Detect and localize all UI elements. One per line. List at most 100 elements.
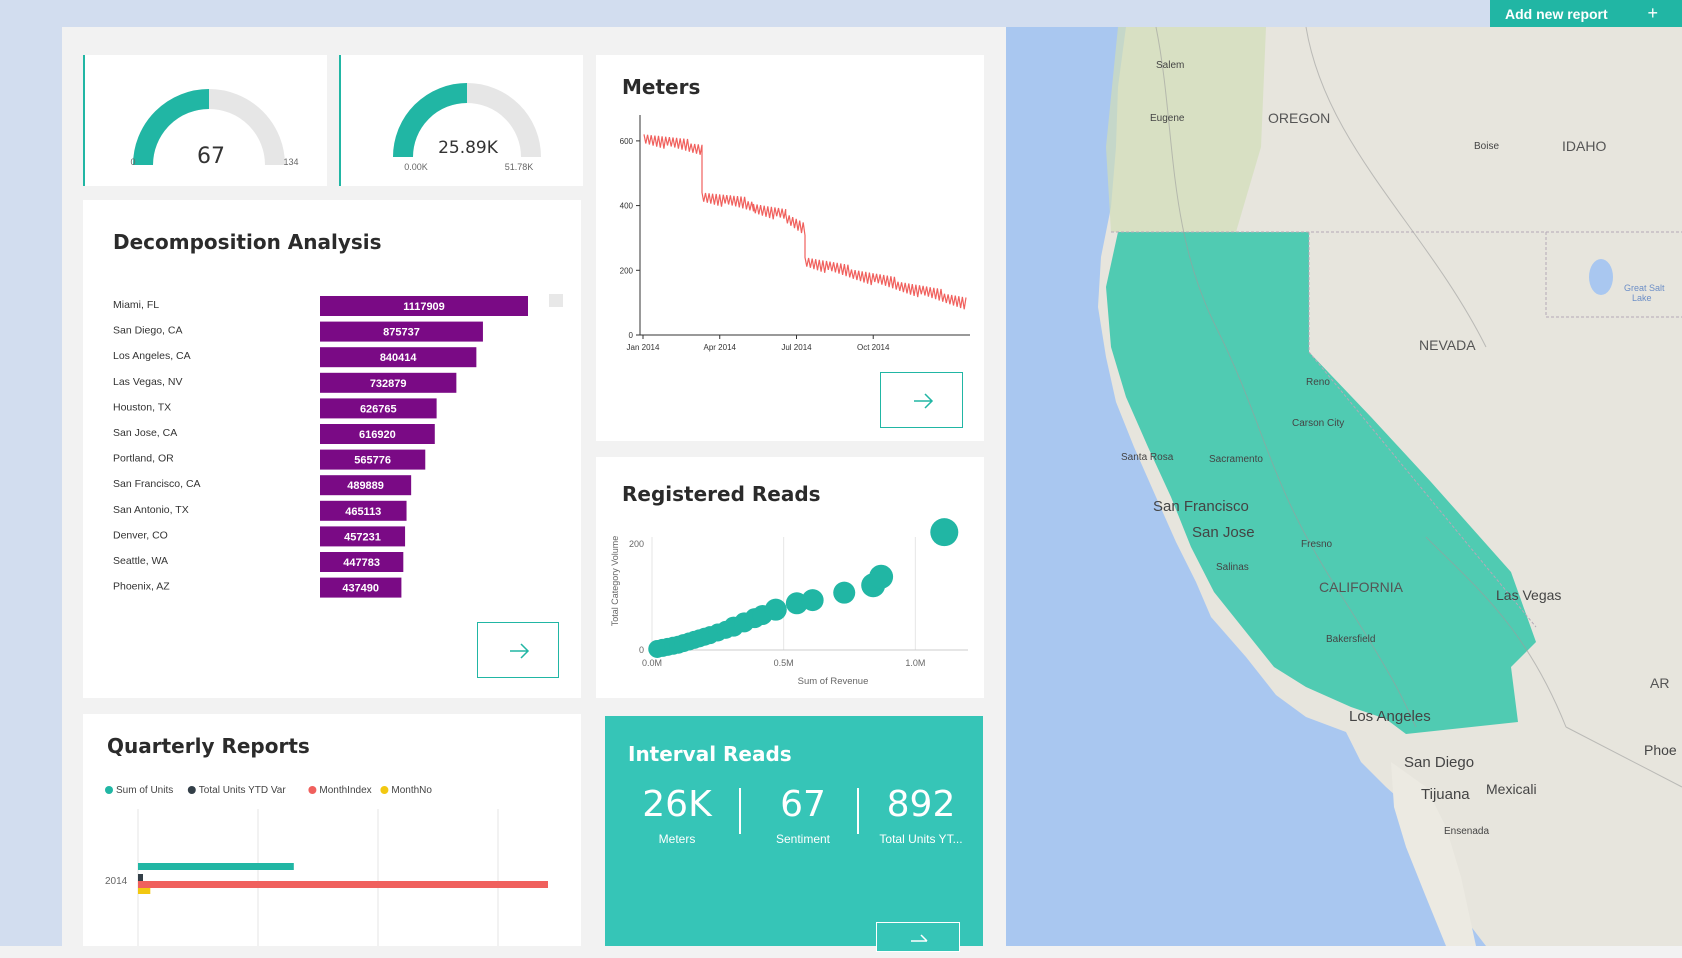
decomposition-bar[interactable]: [320, 347, 477, 368]
decomposition-bar-value: 437490: [342, 583, 379, 595]
quarterly-legend-label: MonthIndex: [319, 785, 371, 796]
map-label-los-angeles: Los Angeles: [1349, 708, 1431, 725]
map-view[interactable]: Salem Eugene OREGON Boise IDAHO Great Sa…: [1006, 27, 1682, 946]
meters-y-tick-label: 400: [620, 202, 634, 211]
decomposition-row-label: San Francisco, CA: [113, 478, 201, 490]
gauge-tile-1[interactable]: 67 0 134: [83, 55, 327, 186]
decomposition-bar-value: 465113: [345, 506, 381, 518]
quarterly-legend-marker: [187, 786, 196, 794]
decomposition-bar[interactable]: [320, 577, 402, 598]
gauge-2: 25.89K 0.00K 51.78K: [393, 83, 541, 172]
gauge-1: 67 0 134: [130, 89, 299, 169]
registered-point[interactable]: [833, 581, 856, 604]
kpi-total-units-label: Total Units YT...: [879, 832, 963, 846]
decomposition-bar-value: 732879: [370, 378, 407, 390]
quarterly-bar[interactable]: [138, 863, 294, 870]
map-label-boise: Boise: [1474, 141, 1499, 152]
kpi-meters-label: Meters: [658, 832, 696, 846]
decomposition-bar-value: 447783: [343, 557, 380, 569]
decomposition-bar[interactable]: [320, 424, 435, 444]
add-new-report-button[interactable]: Add new report +: [1490, 0, 1682, 27]
state-borders: [1111, 231, 1682, 628]
registered-reads-chart: 0.0M 0.5M 1.0M 0 200 Sum of Revenue Total Cate…: [610, 518, 968, 687]
left-nav-bar: [0, 0, 62, 946]
kpi-divider: [739, 788, 741, 834]
registered-point[interactable]: [764, 598, 787, 621]
registered-y-tick-label: 200: [629, 539, 644, 549]
arrow-right-icon: [510, 643, 530, 659]
meters-y-tick-label: 0: [629, 331, 634, 340]
quarterly-reports-tile[interactable]: Quarterly Reports Sum of Units Total Unit…: [83, 714, 581, 946]
quarterly-legend-label: MonthNo: [391, 785, 432, 796]
decomposition-tile[interactable]: Decomposition Analysis Miami, FL 1117909 S…: [83, 200, 581, 698]
decomposition-bar[interactable]: [320, 321, 483, 342]
map-label-phoe: Phoe: [1644, 742, 1677, 758]
interval-reads-tile[interactable]: Interval Reads 26K Meters 67 Sentiment 8…: [605, 716, 983, 952]
quarterly-bar[interactable]: [138, 874, 143, 881]
map-label-san-jose: San Jose: [1192, 524, 1255, 541]
registered-reads-tile[interactable]: Registered Reads 0.0M 0.5M 1.0M 0 200 Sum of …: [596, 457, 984, 698]
map-label-las-vegas: Las Vegas: [1496, 587, 1561, 603]
decomposition-bar[interactable]: [320, 296, 528, 316]
decomposition-bar[interactable]: [320, 398, 437, 419]
quarterly-category-label: 2014: [105, 876, 128, 887]
plus-icon: +: [1647, 3, 1658, 23]
meters-tile[interactable]: Meters 0 200 400 600 Jan 2014 Apr 2014 Jul 201…: [596, 55, 984, 441]
meters-chart: 0 200 400 600 Jan 2014 Apr 2014 Jul 2014 Oct 20…: [620, 115, 970, 352]
registered-reads-title: Registered Reads: [622, 482, 821, 506]
meters-open-button[interactable]: [880, 372, 963, 428]
kpi-divider: [857, 788, 859, 834]
interval-open-button[interactable]: [876, 922, 960, 952]
decomposition-open-button[interactable]: [477, 622, 559, 678]
decomposition-row-label: Denver, CO: [113, 529, 168, 541]
baja-land: [1391, 762, 1476, 946]
decomposition-bar[interactable]: [320, 552, 404, 572]
map-label-salem: Salem: [1156, 60, 1184, 71]
meters-series-line: [643, 134, 967, 310]
decomposition-bar[interactable]: [320, 449, 426, 470]
map-label-nevada: NEVADA: [1419, 337, 1476, 353]
decomposition-scroll-handle[interactable]: [549, 294, 563, 307]
registered-point[interactable]: [930, 518, 959, 547]
map-label-reno: Reno: [1306, 377, 1330, 388]
roads: [1155, 27, 1682, 788]
registered-point[interactable]: [801, 589, 824, 612]
decomposition-row-label: Phoenix, AZ: [113, 581, 170, 593]
decomposition-row-label: Seattle, WA: [113, 555, 168, 567]
map-canvas: Salem Eugene OREGON Boise IDAHO Great Sa…: [1098, 27, 1682, 946]
decomposition-bar[interactable]: [320, 526, 406, 547]
map-label-san-francisco: San Francisco: [1153, 498, 1249, 515]
map-label-fresno: Fresno: [1301, 539, 1333, 550]
decomposition-bar[interactable]: [320, 372, 457, 393]
add-new-report-label: Add new report: [1505, 5, 1608, 22]
gauge-1-max: 134: [283, 157, 298, 167]
decomposition-bar-value: 457231: [344, 531, 381, 543]
great-salt-lake: [1589, 259, 1613, 295]
decomposition-row-label: San Jose, CA: [113, 427, 177, 439]
decomposition-chart: Miami, FL 1117909 San Diego, CA 875737 Los A…: [113, 294, 563, 598]
kpi-sentiment-value: 67: [780, 784, 826, 825]
decomposition-bar[interactable]: [320, 500, 407, 521]
registered-y-axis-label: Total Category Volume: [610, 536, 620, 627]
gauge-1-min: 0: [130, 157, 135, 167]
forest-area: [1106, 27, 1266, 232]
quarterly-legend-marker: [308, 786, 317, 794]
decomposition-row-label: Portland, OR: [113, 453, 174, 465]
quarterly-bar[interactable]: [138, 881, 548, 888]
registered-point[interactable]: [869, 564, 894, 589]
map-label-ensenada: Ensenada: [1444, 826, 1489, 837]
decomposition-row-label: San Antonio, TX: [113, 504, 189, 516]
quarterly-legend-marker: [380, 786, 389, 794]
decomposition-bar-value: 626765: [360, 403, 397, 415]
gauge-tile-2[interactable]: 25.89K 0.00K 51.78K: [339, 55, 583, 186]
map-label-sacramento: Sacramento: [1209, 454, 1263, 465]
decomposition-row-label: Las Vegas, NV: [113, 376, 182, 388]
quarterly-bar[interactable]: [138, 888, 151, 894]
registered-x-tick-label: 0.5M: [774, 658, 794, 668]
map-label-bakersfield: Bakersfield: [1326, 634, 1375, 645]
decomposition-bar-value: 1117909: [403, 301, 445, 313]
decomposition-bar[interactable]: [320, 475, 412, 496]
decomposition-row-label: Los Angeles, CA: [113, 350, 191, 362]
arrow-right-icon: [914, 393, 934, 409]
decomposition-bar-value: 489889: [347, 480, 384, 492]
